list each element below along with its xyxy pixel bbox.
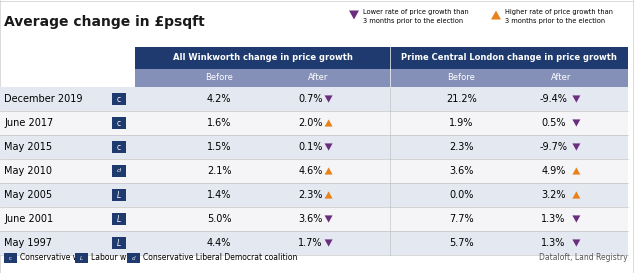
Text: 21.2%: 21.2% bbox=[446, 94, 477, 104]
Text: Conservative Liberal Democrat coalition: Conservative Liberal Democrat coalition bbox=[143, 254, 297, 263]
Text: 4.6%: 4.6% bbox=[299, 166, 323, 176]
Bar bbox=[0, 87, 628, 111]
Bar bbox=[0, 135, 628, 159]
Text: Before: Before bbox=[205, 73, 233, 82]
Text: L: L bbox=[117, 215, 121, 224]
Text: Conservative win: Conservative win bbox=[20, 254, 86, 263]
Text: 1.9%: 1.9% bbox=[450, 118, 474, 128]
Text: 5.7%: 5.7% bbox=[449, 238, 474, 248]
Text: All Winkworth change in price growth: All Winkworth change in price growth bbox=[172, 54, 353, 63]
Text: -9.4%: -9.4% bbox=[540, 94, 567, 104]
Text: June 2017: June 2017 bbox=[4, 118, 53, 128]
Polygon shape bbox=[573, 119, 580, 127]
Text: L: L bbox=[117, 191, 121, 200]
Text: Average change in £psqft: Average change in £psqft bbox=[4, 15, 205, 29]
Bar bbox=[0, 111, 628, 135]
Polygon shape bbox=[325, 167, 333, 175]
Text: 1.4%: 1.4% bbox=[207, 190, 231, 200]
Text: Higher rate of price growth than
3 months prior to the election: Higher rate of price growth than 3 month… bbox=[505, 9, 613, 23]
Bar bbox=[0, 159, 628, 183]
Polygon shape bbox=[349, 10, 359, 19]
Text: 2.0%: 2.0% bbox=[299, 118, 323, 128]
Text: 1.6%: 1.6% bbox=[207, 118, 231, 128]
Text: 0.1%: 0.1% bbox=[299, 142, 323, 152]
Text: 0.0%: 0.0% bbox=[450, 190, 474, 200]
Bar bbox=[135, 47, 628, 69]
Polygon shape bbox=[325, 215, 333, 222]
Text: 0.5%: 0.5% bbox=[541, 118, 566, 128]
Bar bbox=[112, 213, 126, 225]
Text: c: c bbox=[117, 94, 121, 103]
Text: 3.6%: 3.6% bbox=[450, 166, 474, 176]
Text: May 2005: May 2005 bbox=[4, 190, 52, 200]
Polygon shape bbox=[573, 239, 580, 247]
Text: 2.3%: 2.3% bbox=[299, 190, 323, 200]
Text: December 2019: December 2019 bbox=[4, 94, 82, 104]
Text: Prime Central London change in price growth: Prime Central London change in price gro… bbox=[401, 54, 617, 63]
Text: Dataloft, Land Registry: Dataloft, Land Registry bbox=[540, 254, 628, 263]
Text: After: After bbox=[308, 73, 329, 82]
Bar bbox=[0, 231, 628, 255]
Text: 2.3%: 2.3% bbox=[449, 142, 474, 152]
Text: May 1997: May 1997 bbox=[4, 238, 52, 248]
Bar bbox=[112, 93, 126, 105]
Text: 1.3%: 1.3% bbox=[541, 238, 566, 248]
Bar bbox=[112, 237, 126, 249]
Text: c: c bbox=[9, 256, 12, 260]
Text: 2.1%: 2.1% bbox=[207, 166, 231, 176]
Text: Lower rate of price growth than
3 months prior to the election: Lower rate of price growth than 3 months… bbox=[363, 9, 469, 23]
Text: cl: cl bbox=[117, 168, 122, 174]
Polygon shape bbox=[325, 191, 333, 198]
Text: c: c bbox=[117, 118, 121, 127]
Bar bbox=[0, 207, 628, 231]
Text: 4.9%: 4.9% bbox=[541, 166, 566, 176]
Text: May 2015: May 2015 bbox=[4, 142, 52, 152]
Text: cl: cl bbox=[131, 256, 136, 260]
Bar bbox=[112, 189, 126, 201]
Text: c: c bbox=[117, 143, 121, 152]
Polygon shape bbox=[573, 95, 580, 103]
Text: 3.2%: 3.2% bbox=[541, 190, 566, 200]
Text: 0.7%: 0.7% bbox=[299, 94, 323, 104]
Text: L: L bbox=[117, 239, 121, 248]
Bar bbox=[4, 253, 17, 263]
Text: 1.7%: 1.7% bbox=[299, 238, 323, 248]
Polygon shape bbox=[573, 215, 580, 222]
Polygon shape bbox=[573, 167, 580, 175]
Polygon shape bbox=[491, 10, 501, 19]
Polygon shape bbox=[325, 95, 333, 103]
Bar bbox=[127, 253, 140, 263]
Bar bbox=[112, 117, 126, 129]
Text: 5.0%: 5.0% bbox=[207, 214, 231, 224]
Text: After: After bbox=[551, 73, 571, 82]
Bar bbox=[0, 183, 628, 207]
Polygon shape bbox=[325, 239, 333, 247]
Bar bbox=[112, 141, 126, 153]
Text: 1.3%: 1.3% bbox=[541, 214, 566, 224]
Bar bbox=[75, 253, 88, 263]
Text: -9.7%: -9.7% bbox=[540, 142, 567, 152]
Text: June 2001: June 2001 bbox=[4, 214, 53, 224]
Text: 4.4%: 4.4% bbox=[207, 238, 231, 248]
Text: Before: Before bbox=[448, 73, 476, 82]
Polygon shape bbox=[573, 191, 580, 198]
Polygon shape bbox=[573, 143, 580, 151]
Text: 1.5%: 1.5% bbox=[207, 142, 231, 152]
Text: L: L bbox=[80, 256, 83, 260]
Bar bbox=[135, 69, 628, 87]
Bar bbox=[112, 165, 126, 177]
Text: 7.7%: 7.7% bbox=[449, 214, 474, 224]
Text: 3.6%: 3.6% bbox=[299, 214, 323, 224]
Polygon shape bbox=[325, 143, 333, 151]
Text: May 2010: May 2010 bbox=[4, 166, 52, 176]
Polygon shape bbox=[325, 119, 333, 127]
Text: Labour win: Labour win bbox=[91, 254, 134, 263]
Text: 4.2%: 4.2% bbox=[207, 94, 231, 104]
